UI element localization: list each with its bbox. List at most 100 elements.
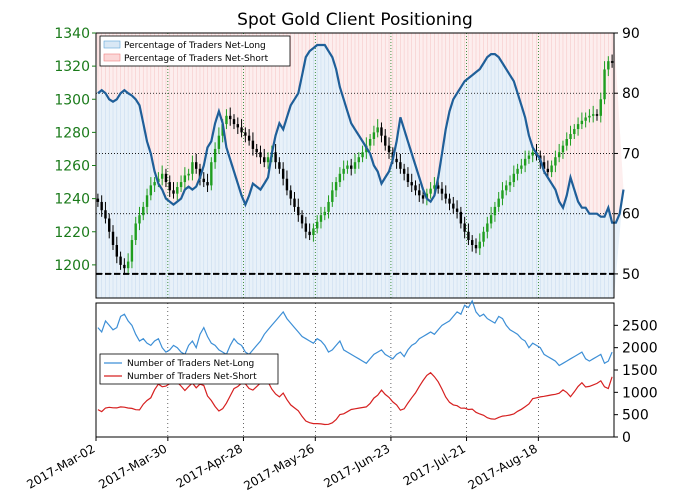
candle-body [138, 215, 141, 224]
candle-body [557, 152, 561, 158]
candle-body [523, 158, 527, 166]
traders-net-short-line [97, 371, 613, 426]
candle-body [516, 168, 519, 174]
x-tick-label: 2017-Mar-30 [96, 441, 169, 491]
left-tick-label: 1240 [54, 192, 90, 208]
candle-body [448, 198, 451, 204]
candle-body [300, 215, 304, 224]
candle-body [565, 139, 568, 146]
candle-body [436, 185, 440, 189]
right-tick-label: 500 [622, 408, 649, 424]
candle-body [134, 223, 137, 241]
candle-body [202, 178, 205, 183]
candle-body [327, 201, 330, 212]
candle-body [573, 129, 576, 135]
candle-body [414, 185, 417, 191]
candle-body [380, 127, 383, 136]
candle-body [346, 165, 349, 169]
candle-body [338, 173, 342, 183]
candle-body [111, 231, 115, 245]
net-short-area [96, 33, 624, 223]
candle-body [160, 173, 164, 179]
legend-label-net-long: Percentage of Traders Net-Long [124, 41, 266, 51]
candle-body [501, 190, 504, 199]
left-tick-label: 1300 [54, 92, 90, 108]
candle-body [108, 218, 111, 232]
left-tick-label: 1200 [54, 258, 90, 274]
legend-box [99, 353, 279, 385]
candle-body [149, 185, 153, 196]
price-panel: 1200 1220 1240 1260 1280 1300 1320 1340 50 60 70 80… [54, 26, 640, 299]
net-long-pct-line [97, 43, 625, 224]
candle-body [342, 168, 345, 174]
candle-body [592, 114, 595, 116]
candle-body [361, 152, 364, 158]
legend-traders: Number of Traders Net-Long Number of Trad… [99, 353, 279, 385]
candle-body [319, 215, 323, 222]
candle-body [334, 182, 338, 191]
candle-body [584, 117, 587, 121]
legend-label-traders-short: Number of Traders Net-Short [127, 372, 257, 382]
candle-body [285, 178, 289, 191]
candle-body [531, 152, 534, 156]
candle-body [497, 198, 500, 207]
left-tick-label: 1320 [54, 59, 90, 75]
candle-body [410, 182, 413, 186]
x-tick-label: 2017-Mar-02 [24, 441, 97, 491]
candle-body [232, 119, 236, 125]
candle-body [399, 162, 402, 169]
left-tick-label: 1220 [54, 225, 90, 241]
candle-body [278, 162, 281, 169]
candle-body [176, 187, 179, 194]
candle-body [172, 190, 175, 194]
left-tick-label: 1280 [54, 125, 90, 141]
candle-body [429, 188, 432, 194]
candle-body [100, 201, 103, 211]
candle-body [130, 240, 134, 262]
candle-body [213, 148, 217, 163]
candle-body [421, 195, 425, 199]
legend-box [99, 35, 291, 67]
candle-body [418, 190, 421, 196]
candle-body [187, 173, 190, 176]
candle-body [482, 231, 485, 242]
candle-body [467, 231, 470, 241]
candle-body [463, 223, 466, 232]
candle-body [610, 61, 614, 63]
candle-body [599, 99, 602, 116]
candle-body [119, 256, 122, 265]
candle-body [376, 127, 379, 133]
candle-body [368, 139, 372, 146]
candle-body [274, 152, 277, 163]
candle-body [580, 120, 584, 125]
candle-body [308, 231, 311, 236]
chart-title: Spot Gold Client Positioning [237, 10, 473, 30]
candle-body [406, 173, 410, 183]
candle-body [217, 135, 221, 149]
right-tick-label: 50 [622, 267, 640, 283]
x-tick-label: 2017-Jun-23 [321, 441, 392, 490]
candle-body [206, 182, 209, 186]
candle-body [247, 135, 251, 141]
right-tick-label: 90 [622, 26, 640, 42]
candle-body [244, 132, 247, 136]
candle-body [191, 162, 194, 174]
legend-label-traders-long: Number of Traders Net-Long [127, 359, 254, 369]
candle-body [153, 182, 156, 186]
candle-body [164, 173, 168, 183]
candle-body [293, 198, 296, 207]
candle-body [554, 157, 557, 166]
candle-body [104, 210, 107, 219]
legend-label-net-short: Percentage of Traders Net-Short [124, 54, 269, 64]
candle-body [123, 264, 126, 269]
candle-body [179, 182, 183, 188]
candle-body [550, 165, 553, 173]
candle-body [527, 155, 531, 159]
right-tick-label: 2500 [622, 318, 658, 334]
right-tick-label: 70 [622, 146, 640, 162]
right-tick-label: 1000 [622, 385, 658, 401]
x-tick-label: 2017-Jul-21 [401, 441, 468, 488]
candle-body [126, 261, 130, 269]
